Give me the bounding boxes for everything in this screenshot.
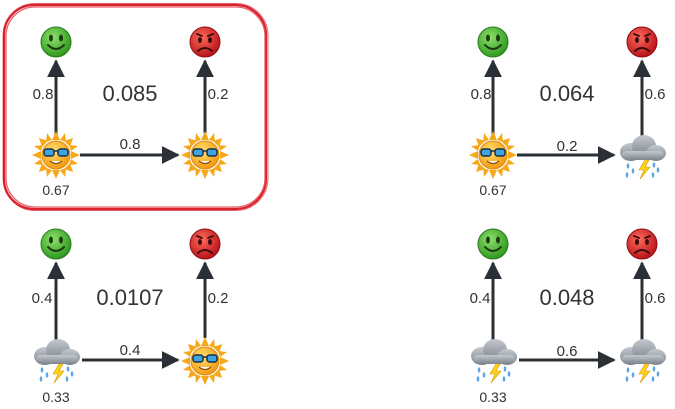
transition-prob: 0.4 bbox=[120, 342, 141, 359]
emission-prob-right: 0.6 bbox=[645, 86, 666, 103]
sun-with-sunglasses-icon bbox=[468, 130, 518, 180]
initial-prob: 0.33 bbox=[479, 389, 506, 405]
sad-face-icon bbox=[626, 228, 658, 260]
panel-stormy-sunny: 0.4 0.2 0.0107 0.4 0.33 bbox=[32, 228, 230, 405]
panel-sunny-stormy: 0.8 0.6 0.064 0.2 0.67 bbox=[468, 26, 667, 198]
sun-with-sunglasses-icon bbox=[31, 130, 81, 180]
emission-prob-left: 0.4 bbox=[32, 290, 53, 307]
initial-prob: 0.33 bbox=[42, 389, 69, 405]
sad-face-icon bbox=[626, 26, 658, 58]
initial-prob: 0.67 bbox=[479, 182, 506, 198]
storm-cloud-icon bbox=[619, 338, 667, 384]
emission-prob-right: 0.6 bbox=[645, 290, 666, 307]
path-probability: 0.0107 bbox=[96, 285, 163, 310]
sun-with-sunglasses-icon bbox=[180, 336, 230, 386]
storm-cloud-icon bbox=[33, 338, 81, 384]
sun-with-sunglasses-icon bbox=[180, 130, 230, 180]
sad-face-icon bbox=[189, 228, 221, 260]
highlight-box bbox=[2, 3, 269, 211]
transition-prob: 0.6 bbox=[557, 343, 578, 360]
emission-prob-right: 0.2 bbox=[208, 86, 229, 103]
emission-prob-right: 0.2 bbox=[208, 290, 229, 307]
panel-stormy-stormy: 0.4 0.6 0.048 0.6 0.33 bbox=[470, 228, 667, 405]
storm-cloud-icon bbox=[619, 134, 667, 180]
storm-cloud-icon bbox=[470, 338, 518, 384]
happy-face-icon bbox=[477, 228, 509, 260]
emission-prob-left: 0.4 bbox=[470, 290, 491, 307]
path-probability: 0.048 bbox=[539, 285, 594, 310]
happy-face-icon bbox=[40, 26, 72, 58]
panel-sunny-sunny: 0.8 0.2 0.085 0.8 0.67 bbox=[31, 26, 230, 198]
emission-prob-left: 0.8 bbox=[33, 86, 54, 103]
happy-face-icon bbox=[477, 26, 509, 58]
transition-prob: 0.8 bbox=[120, 136, 141, 153]
emission-prob-left: 0.8 bbox=[471, 86, 492, 103]
transition-prob: 0.2 bbox=[557, 138, 578, 155]
initial-prob: 0.67 bbox=[42, 182, 69, 198]
path-probability: 0.085 bbox=[102, 81, 157, 106]
sad-face-icon bbox=[189, 26, 221, 58]
path-probability: 0.064 bbox=[539, 81, 594, 106]
happy-face-icon bbox=[40, 228, 72, 260]
